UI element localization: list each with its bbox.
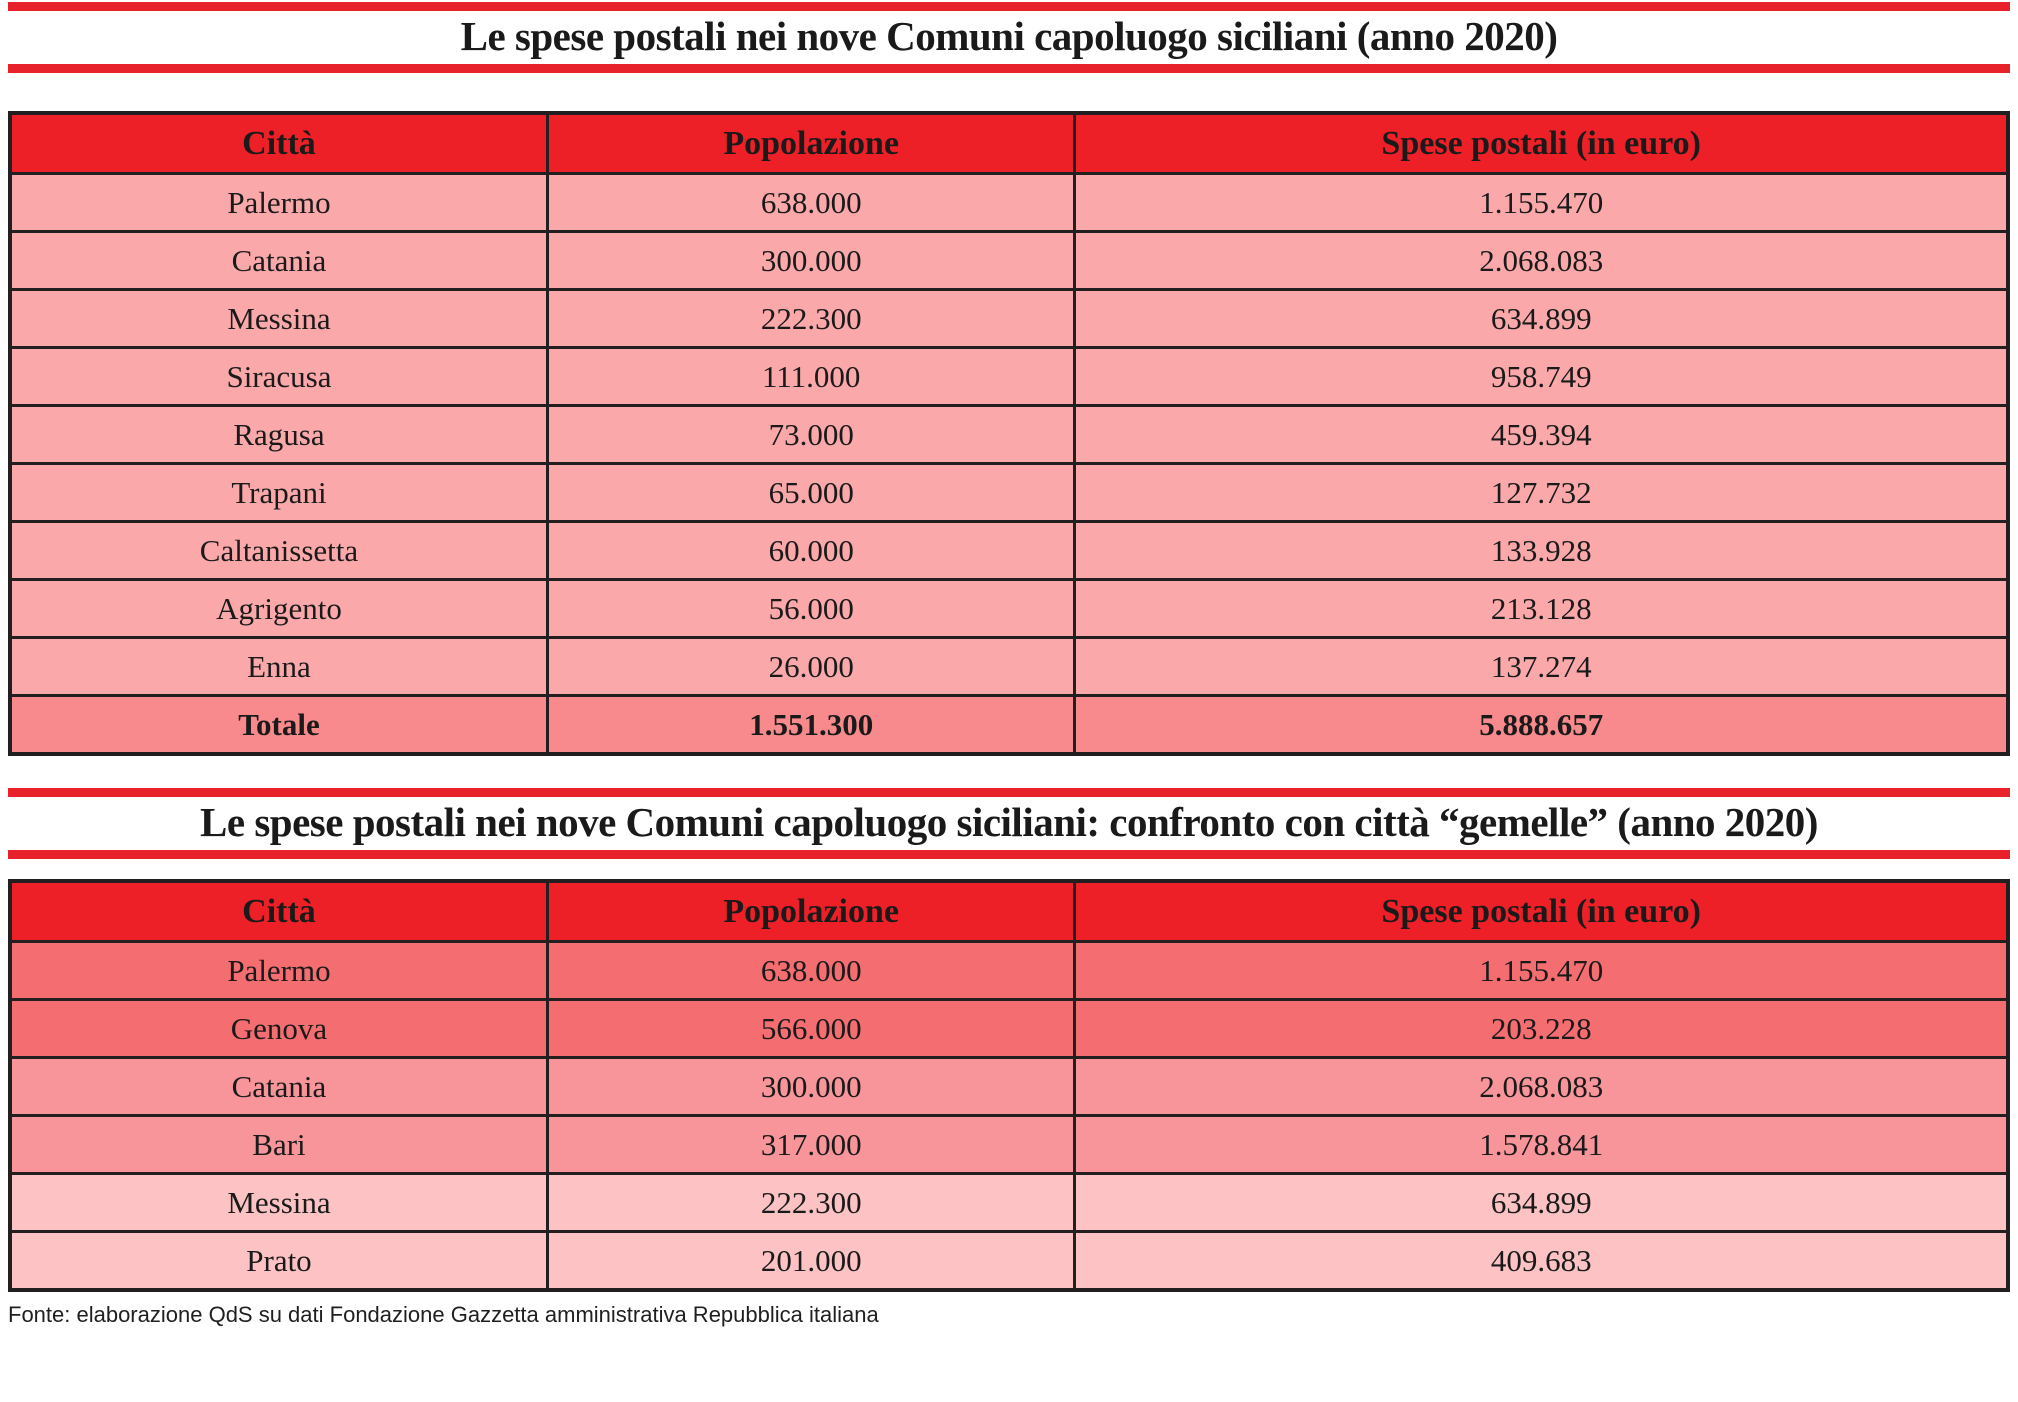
city-column-header: Città — [8, 111, 549, 176]
total-label-cell: Totale — [8, 694, 549, 756]
expenses-cell: 459.394 — [1073, 404, 2010, 466]
table1-wrap: Città Popolazione Spese postali (in euro… — [8, 111, 2010, 757]
expenses-cell: 1.155.470 — [1073, 172, 2010, 234]
city-cell: Caltanissetta — [8, 520, 549, 582]
table-row: Palermo 638.000 1.155.470 — [8, 172, 2010, 234]
population-cell: 65.000 — [545, 462, 1077, 524]
table2-title: Le spese postali nei nove Comuni capoluo… — [200, 799, 1818, 846]
table-row: Catania 300.000 2.068.083 — [8, 1056, 2010, 1118]
population-cell: 222.300 — [545, 1172, 1077, 1234]
table2-title-block: Le spese postali nei nove Comuni capoluo… — [8, 788, 2010, 860]
expenses-cell: 2.068.083 — [1073, 230, 2010, 292]
population-cell: 60.000 — [545, 520, 1077, 582]
population-cell: 26.000 — [545, 636, 1077, 698]
city-cell: Catania — [8, 230, 549, 292]
population-cell: 566.000 — [545, 998, 1077, 1060]
population-cell: 638.000 — [545, 940, 1077, 1002]
city-cell: Siracusa — [8, 346, 549, 408]
table-row: Genova 566.000 203.228 — [8, 998, 2010, 1060]
population-cell: 300.000 — [545, 230, 1077, 292]
city-cell: Messina — [8, 1172, 549, 1234]
header-row: Città Popolazione Spese postali (in euro… — [8, 111, 2010, 176]
expenses-cell: 958.749 — [1073, 346, 2010, 408]
table1-body: Palermo 638.000 1.155.470 Catania 300.000 2.0… — [8, 172, 2010, 698]
table2-body: Palermo 638.000 1.155.470 Genova 566.000 203.… — [8, 940, 2010, 1292]
population-cell: 111.000 — [545, 346, 1077, 408]
population-cell: 638.000 — [545, 172, 1077, 234]
total-expenses-cell: 5.888.657 — [1073, 694, 2010, 756]
population-cell: 222.300 — [545, 288, 1077, 350]
expenses-cell: 137.274 — [1073, 636, 2010, 698]
table1-title: Le spese postali nei nove Comuni capoluo… — [460, 13, 1558, 59]
header-row: Città Popolazione Spese postali (in euro… — [8, 879, 2010, 944]
population-cell: 317.000 — [545, 1114, 1077, 1176]
source-note: Fonte: elaborazione QdS su dati Fondazio… — [8, 1302, 879, 1328]
table-row: Catania 300.000 2.068.083 — [8, 230, 2010, 292]
city-cell: Trapani — [8, 462, 549, 524]
population-cell: 201.000 — [545, 1230, 1077, 1292]
expenses-cell: 213.128 — [1073, 578, 2010, 640]
population-cell: 56.000 — [545, 578, 1077, 640]
table2-header: Città Popolazione Spese postali (in euro… — [8, 879, 2010, 944]
city-cell: Palermo — [8, 172, 549, 234]
total-row: Totale 1.551.300 5.888.657 — [8, 694, 2010, 756]
table-row: Messina 222.300 634.899 — [8, 1172, 2010, 1234]
table-row: Caltanissetta 60.000 133.928 — [8, 520, 2010, 582]
expenses-cell: 634.899 — [1073, 1172, 2010, 1234]
expenses-cell: 634.899 — [1073, 288, 2010, 350]
postal-expenses-table: Città Popolazione Spese postali (in euro… — [8, 111, 2010, 757]
table-row: Enna 26.000 137.274 — [8, 636, 2010, 698]
city-cell: Enna — [8, 636, 549, 698]
population-column-header: Popolazione — [545, 879, 1077, 944]
city-cell: Bari — [8, 1114, 549, 1176]
table-row: Ragusa 73.000 459.394 — [8, 404, 2010, 466]
expenses-cell: 409.683 — [1073, 1230, 2010, 1292]
total-population-cell: 1.551.300 — [545, 694, 1077, 756]
table-row: Palermo 638.000 1.155.470 — [8, 940, 2010, 1002]
population-column-header: Popolazione — [545, 111, 1077, 176]
table1-title-block: Le spese postali nei nove Comuni capoluo… — [8, 2, 2010, 74]
table-row: Messina 222.300 634.899 — [8, 288, 2010, 350]
expenses-cell: 1.155.470 — [1073, 940, 2010, 1002]
city-cell: Palermo — [8, 940, 549, 1002]
table1-total: Totale 1.551.300 5.888.657 — [8, 694, 2010, 756]
table-row: Agrigento 56.000 213.128 — [8, 578, 2010, 640]
expenses-cell: 203.228 — [1073, 998, 2010, 1060]
city-cell: Agrigento — [8, 578, 549, 640]
population-cell: 73.000 — [545, 404, 1077, 466]
city-cell: Messina — [8, 288, 549, 350]
population-cell: 300.000 — [545, 1056, 1077, 1118]
city-column-header: Città — [8, 879, 549, 944]
twin-cities-comparison-table: Città Popolazione Spese postali (in euro… — [8, 879, 2010, 1293]
expenses-column-header: Spese postali (in euro) — [1073, 111, 2010, 176]
expenses-cell: 127.732 — [1073, 462, 2010, 524]
table-row: Siracusa 111.000 958.749 — [8, 346, 2010, 408]
city-cell: Ragusa — [8, 404, 549, 466]
city-cell: Catania — [8, 1056, 549, 1118]
expenses-column-header: Spese postali (in euro) — [1073, 879, 2010, 944]
city-cell: Prato — [8, 1230, 549, 1292]
table-row: Trapani 65.000 127.732 — [8, 462, 2010, 524]
expenses-cell: 2.068.083 — [1073, 1056, 2010, 1118]
table-row: Prato 201.000 409.683 — [8, 1230, 2010, 1292]
table1-header: Città Popolazione Spese postali (in euro… — [8, 111, 2010, 176]
expenses-cell: 133.928 — [1073, 520, 2010, 582]
expenses-cell: 1.578.841 — [1073, 1114, 2010, 1176]
table-row: Bari 317.000 1.578.841 — [8, 1114, 2010, 1176]
infographic-page: Le spese postali nei nove Comuni capoluo… — [8, 2, 2010, 1328]
city-cell: Genova — [8, 998, 549, 1060]
table2-wrap: Città Popolazione Spese postali (in euro… — [8, 879, 2010, 1293]
